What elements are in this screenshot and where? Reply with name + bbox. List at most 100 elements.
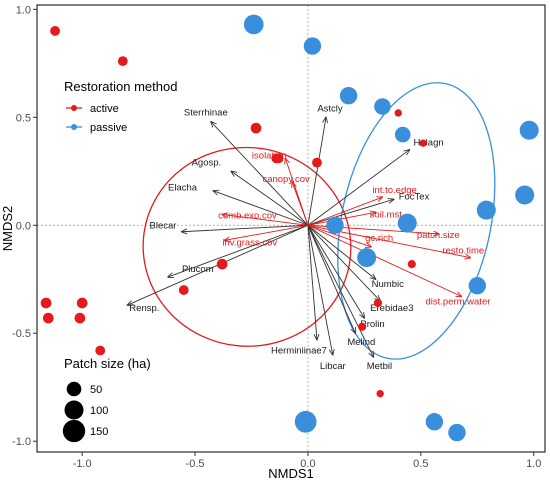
env-vector-int-to-edge — [307, 197, 383, 226]
env-vector-inv-grass-cov — [224, 224, 309, 240]
site-point-passive — [303, 37, 322, 55]
x-axis-title: NMDS1 — [268, 466, 314, 481]
site-point-active — [50, 26, 60, 36]
species-vector-agosp- — [231, 171, 309, 226]
legend-size-title: Patch size (ha) — [64, 356, 151, 371]
species-vector-label: Elacha — [168, 183, 198, 194]
plot-area: Sterrhinae Astcly Helagn Agosp. Elacha FocTex… — [37, 5, 545, 452]
plot-panel-border — [36, 4, 546, 453]
site-point-passive — [357, 248, 377, 268]
site-point-passive — [448, 423, 466, 442]
env-vector-label: soil.mst. — [370, 209, 405, 220]
legend-size-dot-150 — [62, 419, 86, 443]
species-vector-label: FocTex — [399, 191, 430, 202]
site-point-passive — [243, 14, 264, 35]
site-point-active — [250, 122, 262, 134]
legend-method-dot-passive — [71, 124, 77, 130]
site-point-active — [419, 139, 427, 147]
site-point-active — [273, 153, 284, 164]
env-vector-soil-mst- — [307, 212, 376, 226]
species-vector-label: Astcly — [317, 103, 343, 114]
species-vector-prolin — [307, 225, 364, 318]
env-vector-label: patch.size — [417, 230, 460, 241]
site-point-active — [74, 312, 86, 324]
y-axis-tick-label: -1.0 — [12, 436, 31, 448]
env-vector-label: isolation — [252, 150, 287, 161]
species-vector-label: Melind — [347, 337, 375, 348]
site-point-active — [376, 390, 384, 398]
site-point-active — [373, 298, 383, 308]
species-vector-label: Herminiinae7 — [271, 346, 327, 357]
env-vector-label: dist.perm.water — [425, 297, 490, 308]
site-point-passive — [374, 98, 391, 115]
species-vector-blecar — [181, 224, 308, 231]
legend-size-label-100: 100 — [90, 405, 108, 417]
site-point-active — [42, 312, 54, 324]
site-point-passive — [425, 413, 444, 431]
site-point-passive — [326, 216, 344, 234]
legend-size-dot-50 — [66, 381, 82, 397]
site-point-active — [312, 157, 322, 168]
env-vector-label: inv.grass.cov — [222, 237, 277, 248]
x-axis-tick-label: 0.0 — [300, 458, 315, 470]
site-point-active — [407, 260, 416, 269]
species-vector-sterrhinae — [211, 122, 309, 226]
species-vector-metbil — [307, 225, 373, 357]
species-vector-herminiinae7 — [307, 225, 317, 339]
confidence-ellipse-passive — [337, 82, 496, 360]
site-point-passive — [294, 410, 317, 433]
site-point-active — [117, 56, 128, 67]
y-axis-tick-label: 0.0 — [16, 220, 31, 232]
site-point-passive — [339, 86, 358, 105]
species-vector-foctex — [307, 199, 394, 226]
legend-size-dot-100 — [64, 400, 84, 420]
site-point-active — [40, 297, 52, 309]
confidence-ellipse-active — [142, 146, 352, 347]
site-point-passive — [515, 185, 535, 205]
y-axis-tick-label: 0.5 — [16, 112, 31, 124]
x-axis-tick-label: 0.5 — [413, 458, 428, 470]
species-vector-label: Blecar — [150, 221, 177, 232]
legend-method-label-passive: passive — [90, 122, 127, 134]
y-axis-tick-label: -0.5 — [12, 328, 31, 340]
species-vector-helagn — [307, 150, 410, 226]
env-vector-label: canopy.cov — [262, 174, 310, 185]
species-vector-erebidae3 — [307, 224, 380, 301]
legend: Restoration method active passive Patch siz… — [62, 79, 177, 443]
species-vector-label: Metbil — [367, 361, 392, 372]
env-vector-comb-exo-cov — [222, 214, 308, 226]
legend-size-label-50: 50 — [90, 384, 102, 396]
site-point-active — [357, 322, 367, 331]
axes: -1.0 -0.5 0.0 0.5 1.0 -1.0 -0.5 0.0 0.5 1.0 NMDS1 N… — [0, 4, 546, 481]
species-vector-label: Libcar — [320, 361, 346, 372]
site-point-passive — [519, 120, 539, 140]
species-vector-label: Helagn — [414, 138, 444, 149]
x-axis-tick-label: 1.0 — [526, 458, 541, 470]
species-vector-elacha — [213, 191, 309, 226]
species-vector-label: Plucom — [182, 264, 214, 275]
site-point-active — [394, 109, 402, 117]
site-point-passive — [468, 277, 486, 295]
species-vector-astcly — [307, 117, 326, 226]
env-vector-label: resto.time — [442, 246, 484, 257]
species-vector-label: Agosp. — [192, 157, 222, 168]
x-axis-tick-label: -0.5 — [186, 458, 205, 470]
species-vector-label: Numbic — [372, 279, 404, 290]
species-vector-plucom — [168, 224, 309, 277]
env-vector-label: int.to.edge — [372, 185, 416, 196]
site-point-active — [76, 297, 88, 309]
species-vector-label: Sterrhinae — [184, 108, 228, 119]
env-vector-canopy-cov — [292, 182, 309, 226]
site-point-passive — [397, 213, 417, 233]
site-point-active — [95, 345, 106, 356]
y-axis-title: NMDS2 — [0, 206, 15, 252]
env-vector-gc-rich — [307, 224, 371, 247]
species-vector-label: Prolin — [360, 319, 384, 330]
legend-method-label-active: active — [90, 103, 119, 115]
env-vector-dist-perm-water — [307, 224, 462, 296]
site-point-passive — [394, 126, 411, 143]
legend-method-title: Restoration method — [64, 79, 177, 94]
site-point-active — [216, 258, 228, 270]
env-vector-label: gc.rich — [365, 233, 393, 244]
